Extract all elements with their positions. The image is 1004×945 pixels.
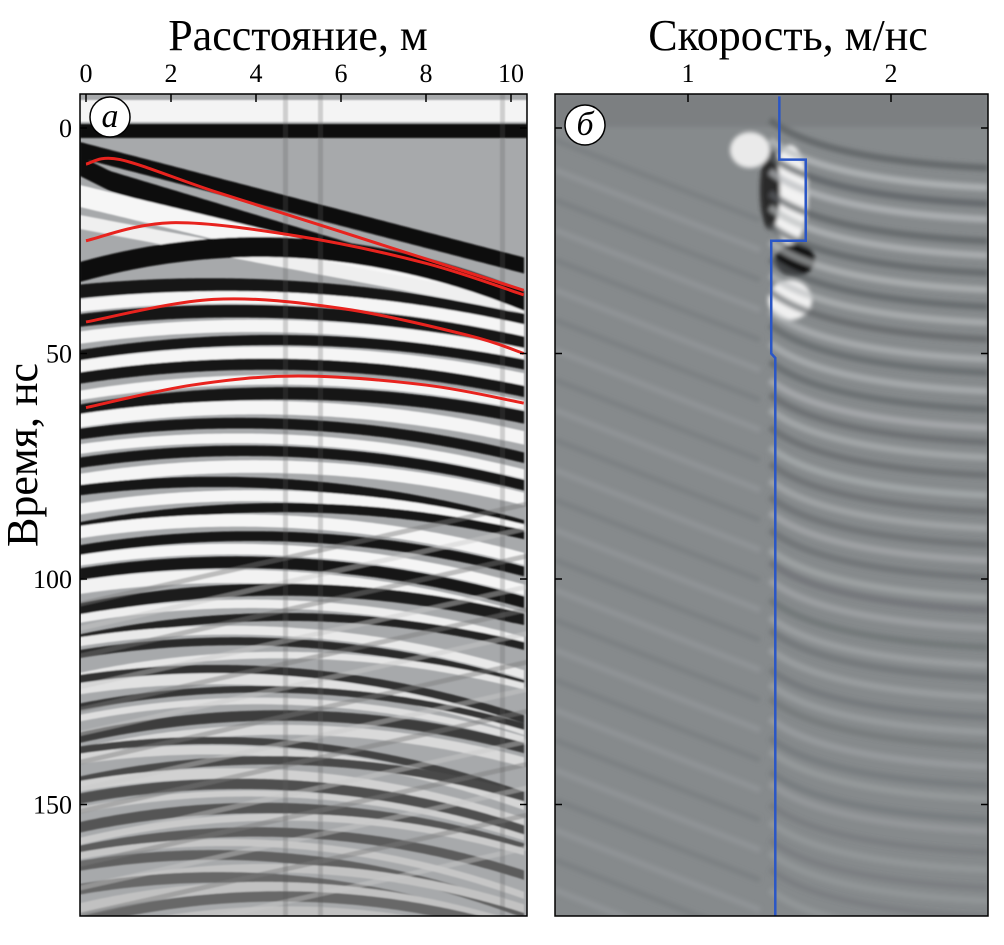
panel-b-label: б xyxy=(576,106,595,143)
velocity-profile xyxy=(769,96,807,916)
panel-b-label-circle xyxy=(564,104,606,146)
panel-a-x-tick-label: 0 xyxy=(80,59,93,88)
hyperbola-line-1 xyxy=(85,156,525,292)
hyperbola-lines xyxy=(85,156,525,410)
panel-a-x-tick-label: 10 xyxy=(498,59,524,88)
panel-b-frame xyxy=(554,93,989,917)
panel-a-y-tick-label: 0 xyxy=(59,114,72,143)
panel-a-label-circle xyxy=(89,96,131,138)
velocity-spectrum-image xyxy=(555,94,988,916)
panel-b-x-tick-label: 1 xyxy=(682,59,695,88)
x-axis-title-velocity: Скорость, м/нс xyxy=(648,11,928,60)
panel-a-x-tick-label: 8 xyxy=(420,59,433,88)
hyperbola-line-3 xyxy=(85,297,525,355)
panel-a-label: а xyxy=(102,98,119,135)
hyperbola-line-4 xyxy=(85,374,525,410)
panel-a-frame xyxy=(79,93,528,917)
radargram-image xyxy=(80,94,527,916)
panel-a-y-tick-label: 50 xyxy=(46,340,72,369)
panel-a-x-tick-label: 4 xyxy=(250,59,263,88)
panel-b-x-tick-label: 2 xyxy=(885,59,898,88)
hyperbola-line-2 xyxy=(85,221,525,297)
y-axis-title-time: Время, нс xyxy=(0,363,47,547)
panel-a-x-tick-label: 6 xyxy=(335,59,348,88)
x-axis-title-distance: Расстояние, м xyxy=(168,11,428,60)
velocity-profile-line xyxy=(769,96,807,916)
panel-a-y-tick-label: 150 xyxy=(33,791,72,820)
panel-a-x-tick-label: 2 xyxy=(165,59,178,88)
panel-a-y-tick-label: 100 xyxy=(33,565,72,594)
